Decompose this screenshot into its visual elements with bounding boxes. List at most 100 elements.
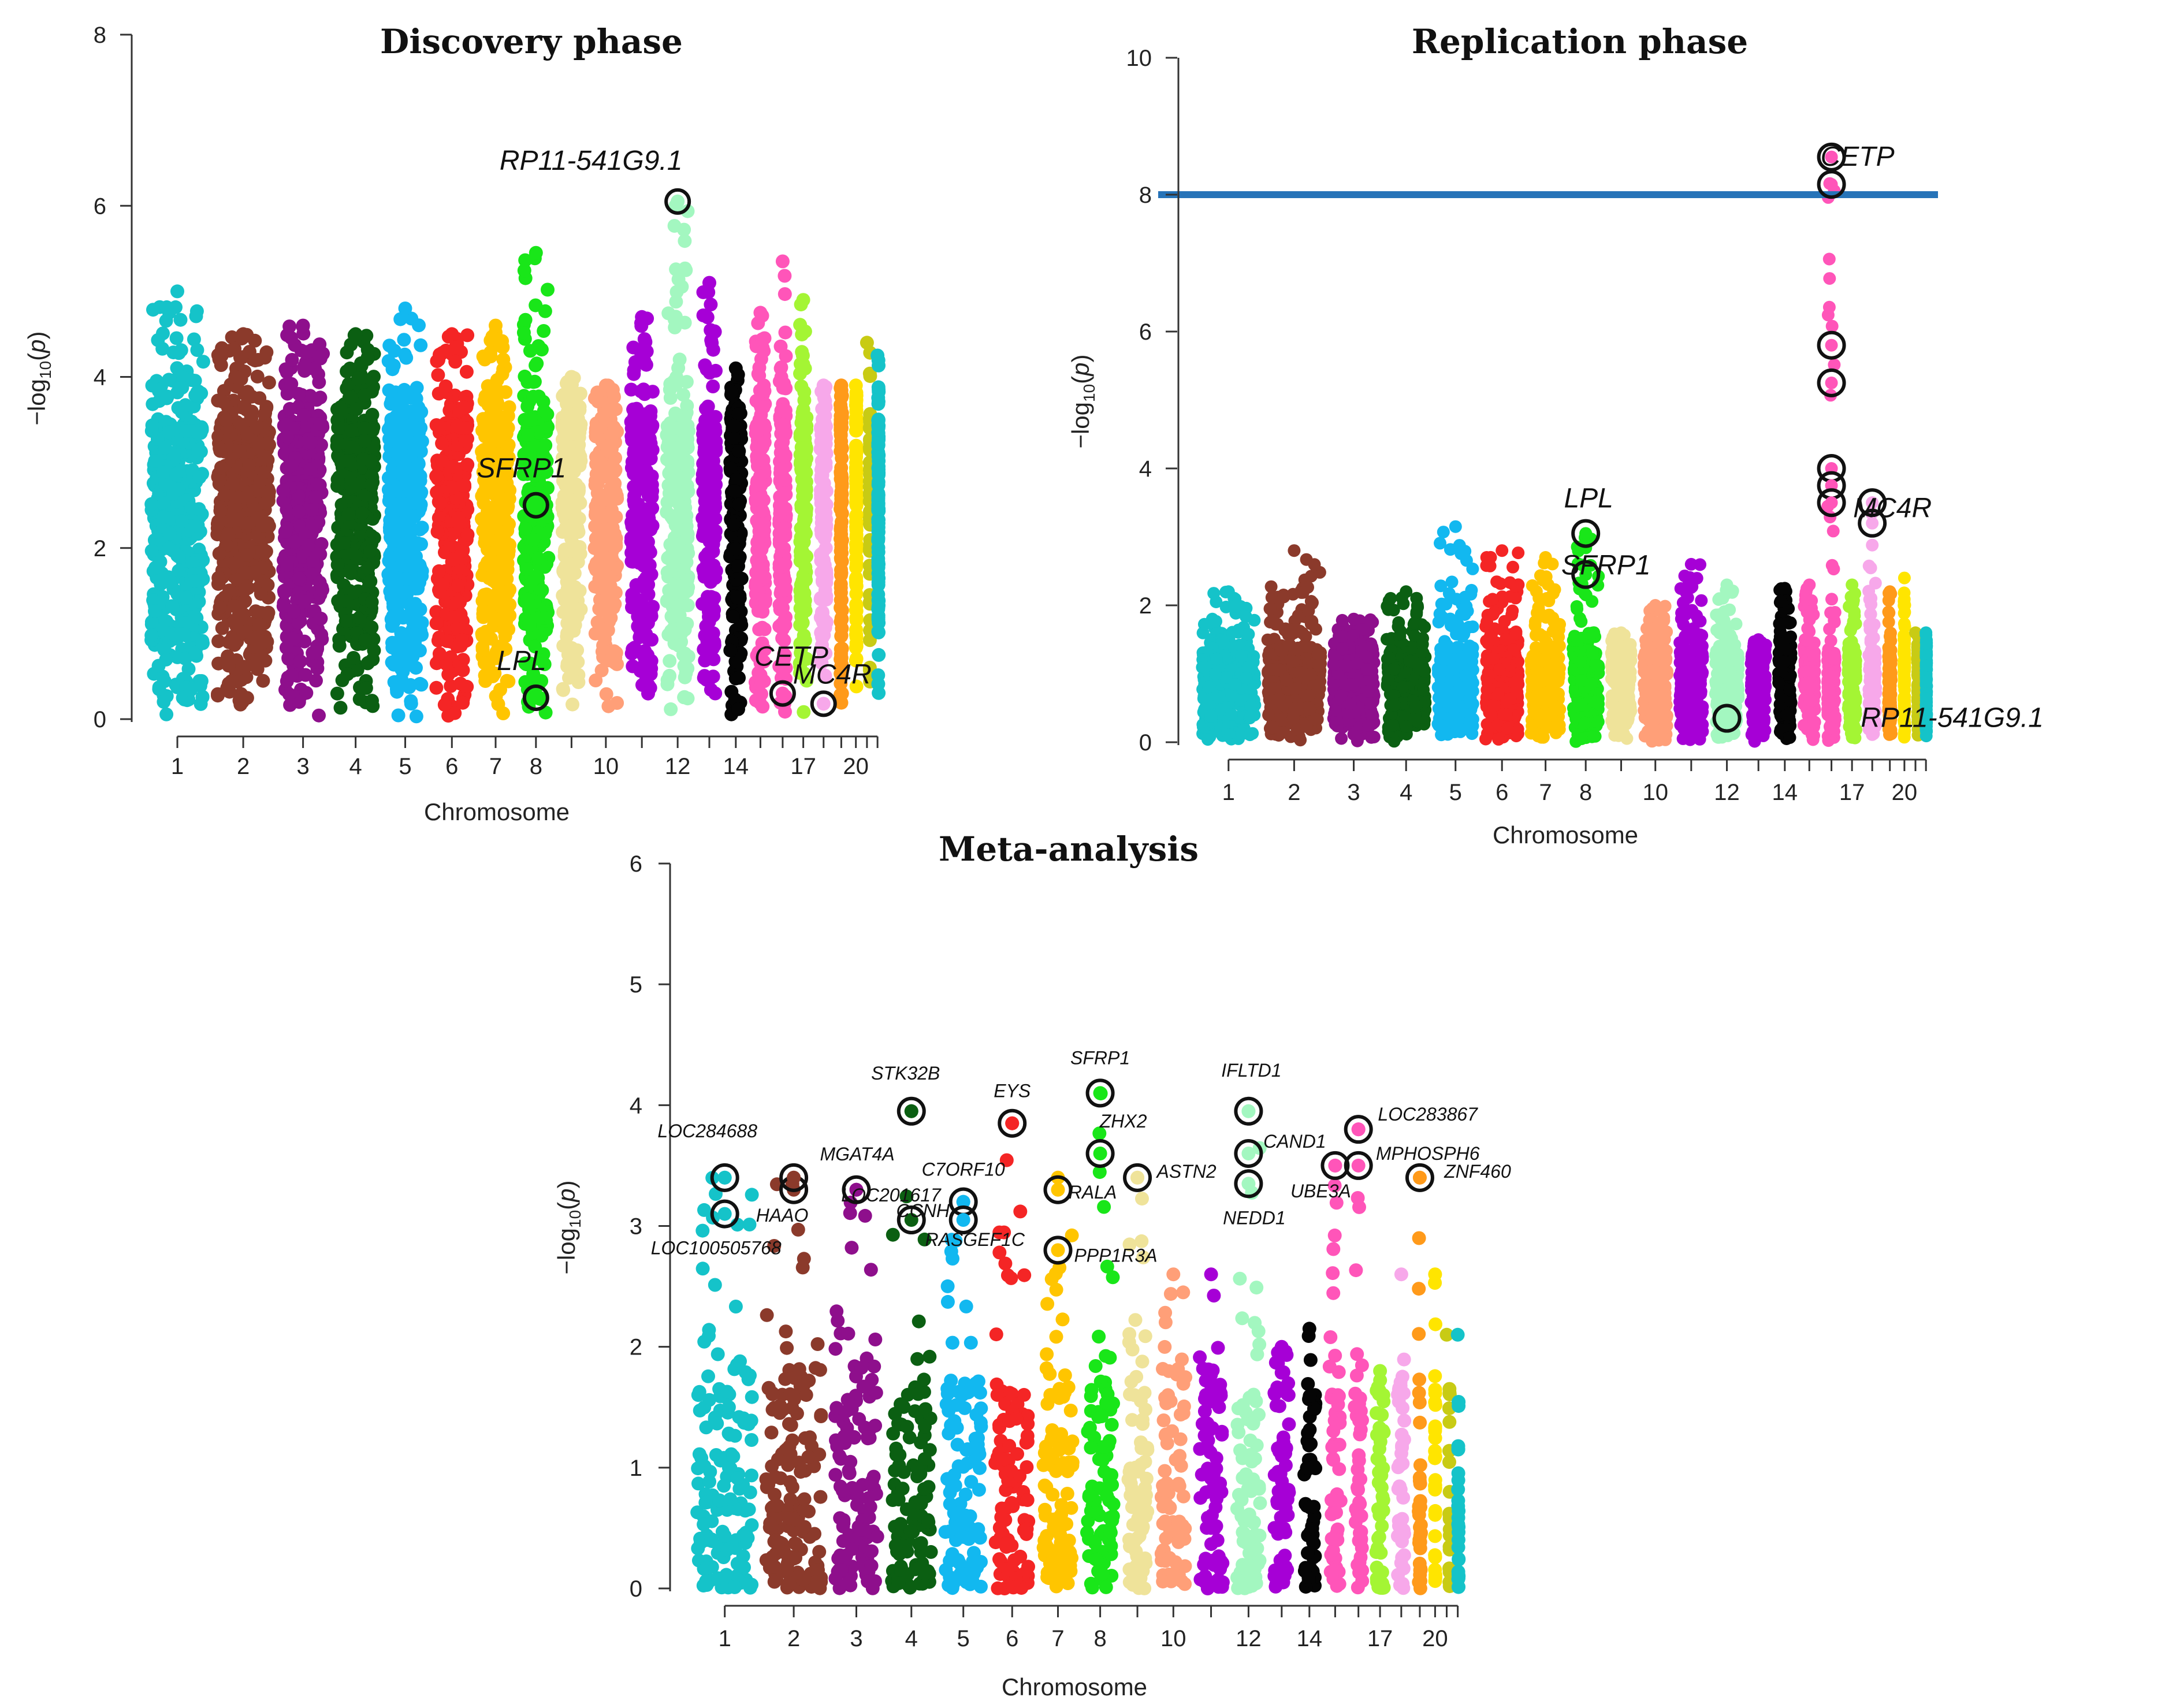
- data-point: [797, 535, 811, 549]
- data-point: [814, 553, 828, 568]
- data-point: [537, 324, 551, 338]
- data-point: [386, 465, 400, 479]
- data-point: [756, 453, 771, 467]
- data-point: [450, 419, 464, 433]
- data-point: [816, 378, 831, 393]
- data-point: [240, 691, 254, 705]
- data-point: [849, 636, 864, 650]
- data-point: [146, 303, 160, 317]
- data-point: [679, 649, 694, 663]
- data-point: [405, 417, 419, 431]
- data-point: [818, 583, 832, 597]
- data-point: [643, 451, 658, 466]
- data-point: [482, 656, 496, 670]
- data-point: [403, 598, 418, 612]
- data-point: [292, 504, 306, 519]
- data-point: [398, 654, 412, 668]
- data-point: [705, 481, 719, 495]
- data-point: [523, 412, 538, 427]
- data-point: [292, 571, 306, 586]
- data-point: [608, 451, 623, 465]
- data-point: [303, 462, 318, 477]
- data-point: [483, 345, 497, 360]
- data-point: [608, 650, 623, 665]
- data-point: [157, 695, 171, 709]
- data-point: [834, 421, 849, 436]
- data-point: [607, 422, 622, 436]
- data-point: [313, 417, 328, 431]
- data-point: [339, 454, 354, 468]
- data-point: [680, 526, 694, 540]
- discovery-title: Discovery phase: [380, 22, 683, 61]
- data-point: [678, 623, 692, 637]
- data-point: [518, 312, 533, 327]
- data-point: [672, 352, 687, 367]
- data-point: [342, 390, 356, 405]
- data-point: [776, 486, 791, 501]
- data-point: [794, 501, 809, 515]
- data-point: [157, 510, 171, 524]
- data-point: [429, 680, 444, 695]
- data-point: [627, 479, 641, 494]
- data-point: [849, 539, 864, 554]
- data-point: [213, 600, 227, 615]
- data-point: [567, 419, 581, 434]
- data-point: [632, 620, 646, 635]
- data-point: [624, 461, 639, 475]
- data-point: [278, 524, 292, 539]
- data-point: [624, 555, 639, 568]
- data-point: [365, 408, 380, 422]
- data-point: [753, 306, 768, 320]
- data-point: [162, 373, 176, 387]
- data-point: [624, 382, 638, 397]
- data-point: [477, 393, 492, 408]
- data-point: [343, 564, 357, 578]
- data-point: [446, 481, 460, 495]
- data-point: [794, 455, 808, 469]
- data-point: [414, 405, 429, 419]
- data-point: [148, 604, 162, 619]
- data-point: [242, 458, 256, 472]
- data-point: [664, 702, 678, 716]
- data-point: [732, 444, 746, 459]
- data-point: [404, 694, 418, 708]
- data-point: [490, 612, 505, 627]
- data-point: [232, 490, 246, 505]
- data-point: [357, 421, 371, 436]
- data-point: [251, 511, 265, 526]
- data-point: [384, 416, 399, 430]
- data-point: [391, 447, 405, 462]
- data-point: [312, 708, 326, 723]
- data-point: [697, 510, 711, 524]
- data-point: [175, 514, 189, 529]
- data-point: [260, 436, 274, 451]
- data-point: [397, 333, 411, 347]
- data-point: [330, 558, 345, 572]
- data-point: [344, 440, 358, 455]
- data-point: [755, 332, 769, 347]
- data-point: [729, 472, 743, 486]
- data-point: [359, 681, 373, 695]
- data-point: [701, 673, 715, 687]
- data-point: [253, 474, 267, 488]
- data-point: [159, 314, 173, 328]
- data-point: [707, 324, 721, 338]
- data-point: [240, 548, 254, 562]
- data-point: [188, 574, 202, 589]
- data-point: [222, 583, 237, 598]
- data-point: [750, 535, 765, 549]
- data-point: [382, 520, 397, 535]
- data-point: [591, 510, 605, 524]
- data-point: [448, 355, 463, 369]
- data-point: [778, 287, 792, 302]
- data-point: [406, 615, 421, 630]
- data-point: [637, 386, 652, 401]
- data-point: [384, 397, 398, 411]
- data-point: [284, 668, 299, 682]
- data-point: [293, 654, 307, 668]
- data-point: [730, 590, 744, 605]
- data-point: [756, 699, 770, 714]
- data-point: [757, 435, 772, 449]
- data-point: [637, 574, 651, 588]
